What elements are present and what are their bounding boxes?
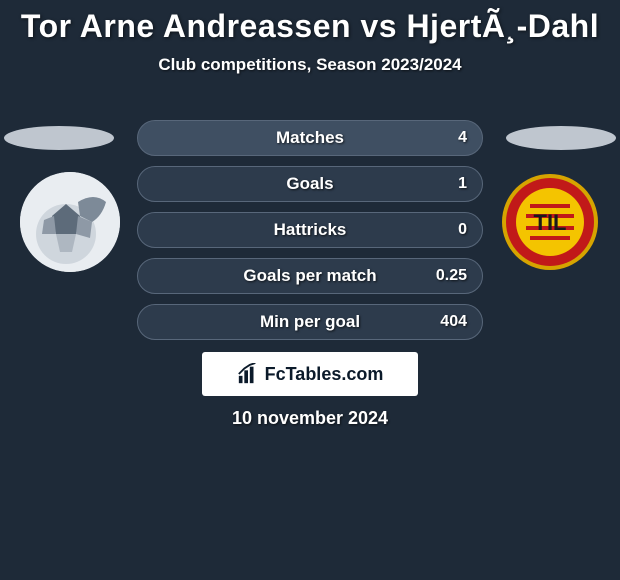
stat-row-hattricks: Hattricks 0 (137, 212, 483, 248)
page-title: Tor Arne Andreassen vs HjertÃ¸-Dahl (0, 0, 620, 45)
stat-label: Matches (276, 128, 344, 148)
stat-row-goals-per-match: Goals per match 0.25 (137, 258, 483, 294)
stat-value: 1 (458, 175, 467, 193)
bar-chart-icon (237, 363, 259, 385)
comparison-card: Tor Arne Andreassen vs HjertÃ¸-Dahl Club… (0, 0, 620, 580)
date-text: 10 november 2024 (0, 408, 620, 429)
brand-text: FcTables.com (265, 364, 384, 385)
stat-value: 0 (458, 221, 467, 239)
stats-list: Matches 4 Goals 1 Hattricks 0 Goals per … (0, 120, 620, 350)
stat-value: 404 (440, 313, 467, 331)
stat-row-goals: Goals 1 (137, 166, 483, 202)
stat-row-matches: Matches 4 (137, 120, 483, 156)
stat-row-min-per-goal: Min per goal 404 (137, 304, 483, 340)
stat-value: 0.25 (436, 267, 467, 285)
stat-label: Min per goal (260, 312, 360, 332)
stat-label: Hattricks (274, 220, 347, 240)
stat-label: Goals per match (243, 266, 376, 286)
brand-box: FcTables.com (202, 352, 418, 396)
stat-label: Goals (286, 174, 333, 194)
stat-value: 4 (458, 129, 467, 147)
subtitle: Club competitions, Season 2023/2024 (0, 55, 620, 75)
